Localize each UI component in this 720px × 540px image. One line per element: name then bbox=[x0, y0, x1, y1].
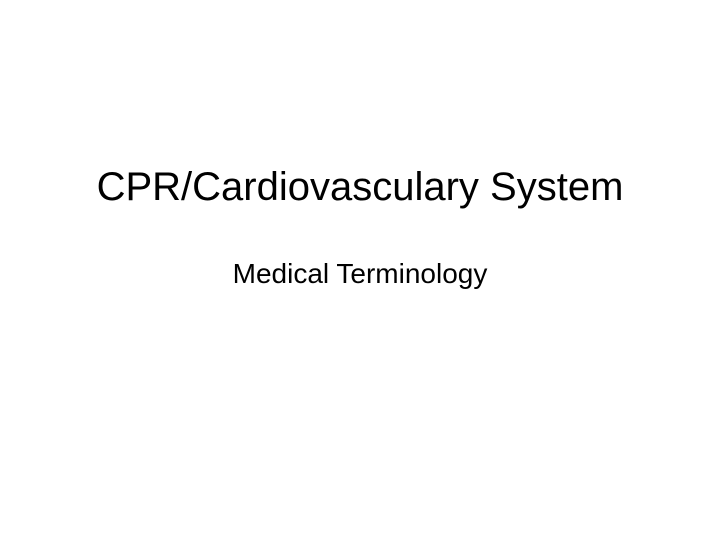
slide-container: CPR/Cardiovasculary System Medical Termi… bbox=[0, 0, 720, 540]
slide-subtitle: Medical Terminology bbox=[233, 258, 488, 290]
slide-title: CPR/Cardiovasculary System bbox=[97, 165, 624, 210]
